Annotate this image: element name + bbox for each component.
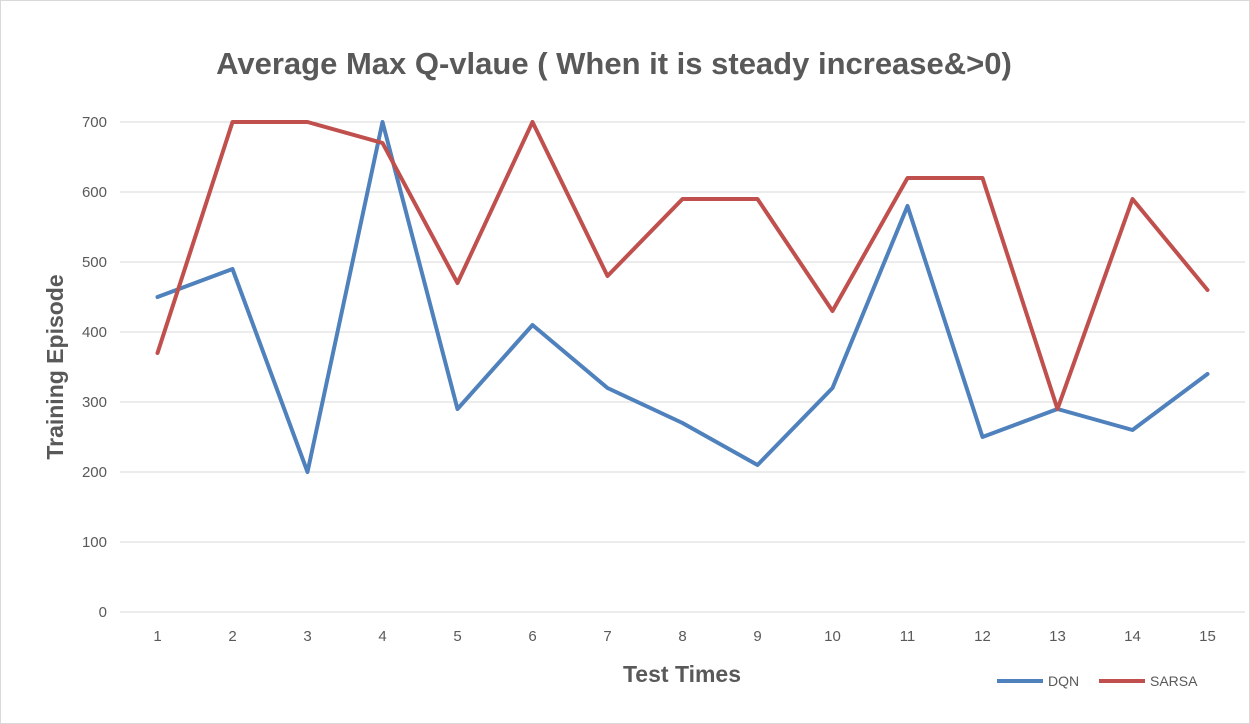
x-tick-label: 7 xyxy=(603,628,611,645)
gridlines xyxy=(120,121,1245,613)
y-tick-label: 700 xyxy=(82,114,107,131)
y-tick-label: 400 xyxy=(82,324,107,341)
x-tick-label: 2 xyxy=(228,628,236,645)
y-tick-label: 100 xyxy=(82,534,107,551)
x-tick-label: 4 xyxy=(378,628,386,645)
legend: DQN SARSA xyxy=(997,673,1198,689)
y-tick-label: 0 xyxy=(99,604,107,621)
x-tick-label: 8 xyxy=(678,628,686,645)
series-line-dqn xyxy=(155,120,1210,474)
x-tick-label: 6 xyxy=(528,628,536,645)
y-tick-label: 500 xyxy=(82,254,107,271)
x-tick-label: 5 xyxy=(453,628,461,645)
legend-label-dqn: DQN xyxy=(1048,673,1079,689)
x-tick-label: 12 xyxy=(974,628,991,645)
y-tick-label: 200 xyxy=(82,464,107,481)
y-tick-label: 300 xyxy=(82,394,107,411)
series-line-sarsa xyxy=(155,120,1210,411)
x-tick-label: 10 xyxy=(824,628,841,645)
chart-title: Average Max Q-vlaue ( When it is steady … xyxy=(216,46,1012,81)
y-tick-labels: 0 100 200 300 400 500 600 700 xyxy=(82,114,107,621)
x-tick-label: 9 xyxy=(753,628,761,645)
series-lines xyxy=(155,120,1210,474)
x-tick-label: 15 xyxy=(1199,628,1216,645)
x-tick-label: 14 xyxy=(1124,628,1141,645)
legend-label-sarsa: SARSA xyxy=(1150,673,1198,689)
y-axis-title: Training Episode xyxy=(42,274,68,459)
x-tick-label: 11 xyxy=(900,628,916,645)
x-tick-labels: 1 2 3 4 5 6 7 8 9 10 11 12 13 14 15 xyxy=(153,628,1216,645)
x-tick-label: 3 xyxy=(303,628,311,645)
x-tick-label: 1 xyxy=(153,628,161,645)
x-axis-title: Test Times xyxy=(623,661,741,687)
y-tick-label: 600 xyxy=(82,184,107,201)
x-tick-label: 13 xyxy=(1049,628,1066,645)
